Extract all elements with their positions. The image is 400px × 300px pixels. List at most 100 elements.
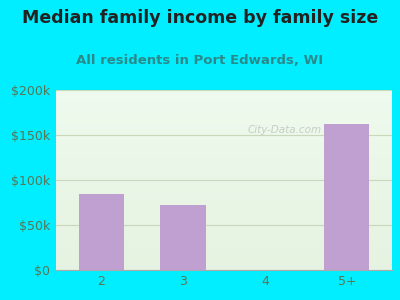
Bar — [56, 153, 392, 155]
Bar — [56, 137, 392, 139]
Bar — [56, 261, 392, 263]
Bar — [56, 173, 392, 175]
Bar — [56, 205, 392, 207]
Bar — [56, 212, 392, 214]
Bar — [56, 131, 392, 133]
Bar — [56, 225, 392, 227]
Bar — [56, 130, 392, 131]
Bar — [56, 101, 392, 103]
Bar — [56, 110, 392, 112]
Bar — [56, 196, 392, 198]
Bar — [324, 124, 370, 270]
Bar — [56, 200, 392, 202]
Bar — [56, 220, 392, 221]
Bar — [56, 209, 392, 211]
Bar — [56, 113, 392, 115]
Bar — [56, 164, 392, 166]
Bar — [56, 112, 392, 113]
Bar — [56, 171, 392, 173]
Bar — [56, 248, 392, 250]
Bar — [56, 238, 392, 239]
Bar — [56, 214, 392, 216]
Bar — [160, 205, 206, 270]
Bar — [56, 166, 392, 167]
Bar — [56, 202, 392, 203]
Bar — [56, 193, 392, 194]
Bar — [56, 257, 392, 259]
Bar — [56, 99, 392, 101]
Bar — [56, 229, 392, 230]
Bar — [56, 185, 392, 187]
Text: City-Data.com: City-Data.com — [248, 124, 322, 135]
Bar — [56, 140, 392, 142]
Bar — [56, 243, 392, 245]
Bar — [56, 254, 392, 256]
Bar — [56, 247, 392, 248]
Bar — [56, 92, 392, 94]
Bar — [56, 108, 392, 110]
Bar — [56, 126, 392, 128]
Bar — [56, 230, 392, 232]
Bar — [56, 128, 392, 130]
Bar — [56, 184, 392, 185]
Bar — [56, 157, 392, 158]
Bar — [56, 236, 392, 238]
Bar — [56, 175, 392, 176]
Bar — [56, 133, 392, 135]
Bar — [56, 169, 392, 171]
Bar — [56, 106, 392, 108]
Bar — [56, 162, 392, 164]
Bar — [56, 250, 392, 252]
Bar — [56, 263, 392, 265]
Bar — [56, 103, 392, 104]
Bar — [56, 241, 392, 243]
Bar — [56, 189, 392, 191]
Bar — [56, 95, 392, 97]
Bar — [56, 268, 392, 270]
Bar — [56, 182, 392, 184]
Bar — [56, 266, 392, 268]
Bar — [56, 146, 392, 148]
Bar — [56, 90, 392, 92]
Bar — [56, 142, 392, 144]
Bar — [56, 121, 392, 122]
Text: All residents in Port Edwards, WI: All residents in Port Edwards, WI — [76, 54, 324, 67]
Bar — [56, 124, 392, 126]
Bar — [56, 227, 392, 229]
Bar — [56, 232, 392, 234]
Bar — [56, 155, 392, 157]
Bar — [56, 252, 392, 254]
Bar — [56, 239, 392, 241]
Bar — [56, 194, 392, 196]
Bar — [56, 207, 392, 209]
Bar — [56, 144, 392, 146]
Bar — [56, 245, 392, 247]
Bar — [56, 178, 392, 180]
Bar — [56, 135, 392, 137]
Bar — [56, 151, 392, 153]
Bar — [56, 218, 392, 220]
Bar — [56, 216, 392, 218]
Bar — [56, 104, 392, 106]
Bar — [56, 119, 392, 121]
Bar — [56, 148, 392, 149]
Bar — [56, 115, 392, 117]
Bar — [56, 158, 392, 160]
Bar — [56, 265, 392, 266]
Bar — [56, 191, 392, 193]
Bar — [56, 223, 392, 225]
Bar — [56, 149, 392, 151]
Bar — [56, 180, 392, 182]
Bar — [56, 211, 392, 212]
Bar — [56, 117, 392, 119]
Bar — [56, 139, 392, 140]
Bar — [78, 194, 124, 270]
Text: Median family income by family size: Median family income by family size — [22, 9, 378, 27]
Bar — [56, 94, 392, 95]
Bar — [56, 221, 392, 223]
Bar — [56, 167, 392, 169]
Bar — [56, 122, 392, 124]
Bar — [56, 187, 392, 189]
Bar — [56, 198, 392, 200]
Bar — [56, 234, 392, 236]
